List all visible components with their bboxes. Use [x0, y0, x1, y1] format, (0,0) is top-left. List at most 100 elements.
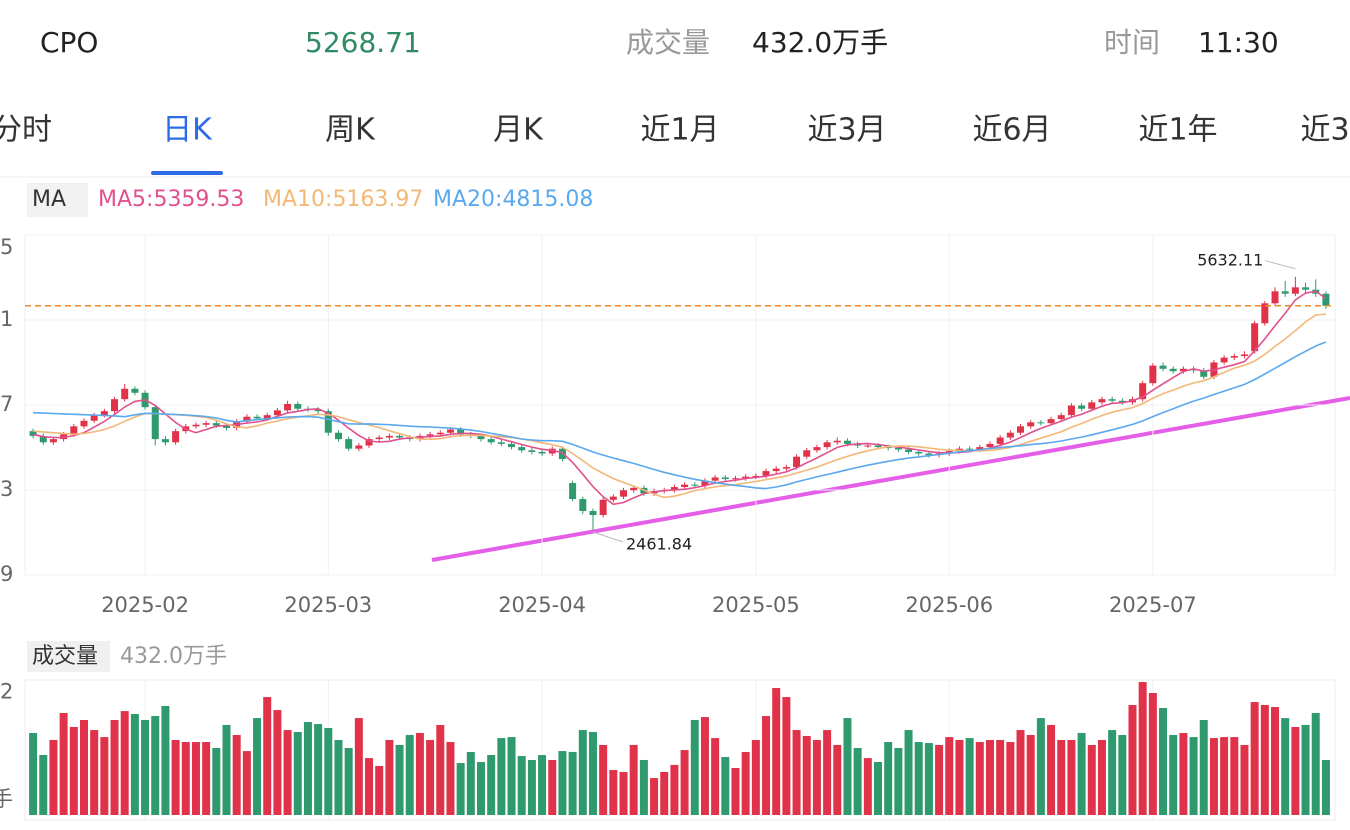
- candle-body: [986, 443, 994, 448]
- volume-bar: [680, 750, 689, 815]
- tab[interactable]: 月K: [493, 113, 544, 148]
- candle-body: [375, 437, 383, 440]
- volume-bar: [1230, 737, 1239, 815]
- x-tick-label: 2025-07: [1109, 593, 1197, 617]
- tab[interactable]: 近3月: [807, 113, 886, 148]
- y-tick-label: 7: [0, 392, 13, 416]
- volume-bar: [314, 724, 323, 815]
- volume-bar: [1159, 708, 1168, 815]
- candle-body: [854, 443, 862, 446]
- volume-bar: [375, 765, 384, 815]
- volume-bar: [894, 748, 903, 815]
- volume-bar: [558, 751, 567, 815]
- volume-bar: [1016, 730, 1025, 815]
- candle-body: [243, 416, 251, 422]
- candle-body: [589, 511, 597, 516]
- candle-body: [1067, 405, 1075, 416]
- candle-body: [823, 442, 831, 448]
- candle-body: [1169, 368, 1177, 372]
- volume-bar: [487, 755, 496, 815]
- volume-bar: [1148, 692, 1157, 815]
- candle-body: [121, 388, 129, 400]
- volume-bar: [700, 717, 709, 815]
- y-tick-label: 1: [0, 307, 13, 331]
- candle-body: [294, 403, 302, 409]
- candle-body: [90, 415, 98, 421]
- min-label: 2461.84: [626, 535, 692, 554]
- volume-bar: [1057, 739, 1066, 815]
- ma-line: [33, 313, 1326, 499]
- volume-bar: [385, 739, 394, 815]
- stock-price: 5268.71: [305, 26, 421, 59]
- candle-body: [691, 484, 699, 486]
- candle-body: [324, 411, 332, 433]
- candle-body: [436, 432, 444, 435]
- volume-bar: [405, 735, 414, 815]
- time-value: 11:30: [1198, 26, 1279, 59]
- x-tick-label: 2025-06: [905, 593, 993, 617]
- volume-bar: [242, 751, 251, 815]
- legend-entry: MA5:5359.53: [98, 187, 244, 212]
- candle-body: [843, 440, 851, 444]
- volume-bar: [955, 739, 964, 815]
- x-tick-label: 2025-02: [101, 593, 189, 617]
- candle-body: [1057, 415, 1065, 420]
- volume-bar: [1179, 732, 1188, 815]
- y-tick-label: 9: [0, 562, 13, 586]
- candle-body: [284, 403, 292, 411]
- tab[interactable]: 近1年: [1138, 113, 1217, 148]
- tab[interactable]: 近1月: [640, 113, 719, 148]
- volume-bar: [1311, 712, 1320, 815]
- candle-body: [782, 467, 790, 469]
- candle-body: [70, 426, 78, 435]
- volume-bar: [650, 778, 659, 815]
- candle-body: [49, 439, 57, 443]
- tab[interactable]: 分时: [0, 113, 52, 148]
- x-tick-label: 2025-04: [498, 593, 586, 617]
- volume-bar: [1321, 759, 1330, 815]
- volume-bar: [975, 742, 984, 815]
- volume-legend: 432.0万手: [120, 644, 227, 669]
- candle-body: [1220, 357, 1228, 363]
- candle-body: [1230, 356, 1238, 358]
- candle-body: [1118, 400, 1126, 403]
- volume-bar: [741, 751, 750, 815]
- volume-bar: [130, 714, 139, 815]
- volume-bar: [395, 744, 404, 815]
- volume-bar: [120, 711, 129, 815]
- tab[interactable]: 近3: [1300, 113, 1349, 148]
- volume-bar: [202, 742, 211, 815]
- volume-bar: [996, 739, 1005, 815]
- candle-body: [1251, 323, 1259, 352]
- volume-bar: [293, 731, 302, 815]
- volume-bar: [466, 751, 475, 815]
- tab[interactable]: 日K: [162, 113, 213, 148]
- candle-body: [1088, 402, 1096, 409]
- volume-bar: [1260, 704, 1269, 815]
- legend-entry: MA10:5163.97: [263, 187, 423, 212]
- candle-body: [477, 435, 485, 440]
- candle-body: [39, 435, 47, 443]
- volume-bar: [273, 710, 282, 815]
- volume-bar: [49, 739, 58, 815]
- candle-body: [1302, 287, 1310, 290]
- candle-body: [528, 450, 536, 452]
- indicator-label: MA: [32, 187, 66, 212]
- volume-bar: [1291, 726, 1300, 815]
- volume-bar: [1097, 739, 1106, 815]
- candle-body: [1098, 399, 1106, 403]
- volume-bar: [762, 716, 771, 815]
- candle-body: [813, 447, 821, 451]
- candle-body: [1281, 291, 1289, 294]
- volume-bar: [1240, 744, 1249, 815]
- volume-bar: [79, 719, 88, 815]
- volume-bar: [1199, 719, 1208, 815]
- tab[interactable]: 周K: [325, 113, 376, 148]
- volume-bar: [639, 759, 648, 815]
- candle-body: [569, 483, 577, 500]
- candle-body: [864, 445, 872, 447]
- volume-bar: [792, 730, 801, 815]
- volume-bar: [324, 728, 333, 815]
- volume-bar: [874, 762, 883, 815]
- tab[interactable]: 近6月: [972, 113, 1051, 148]
